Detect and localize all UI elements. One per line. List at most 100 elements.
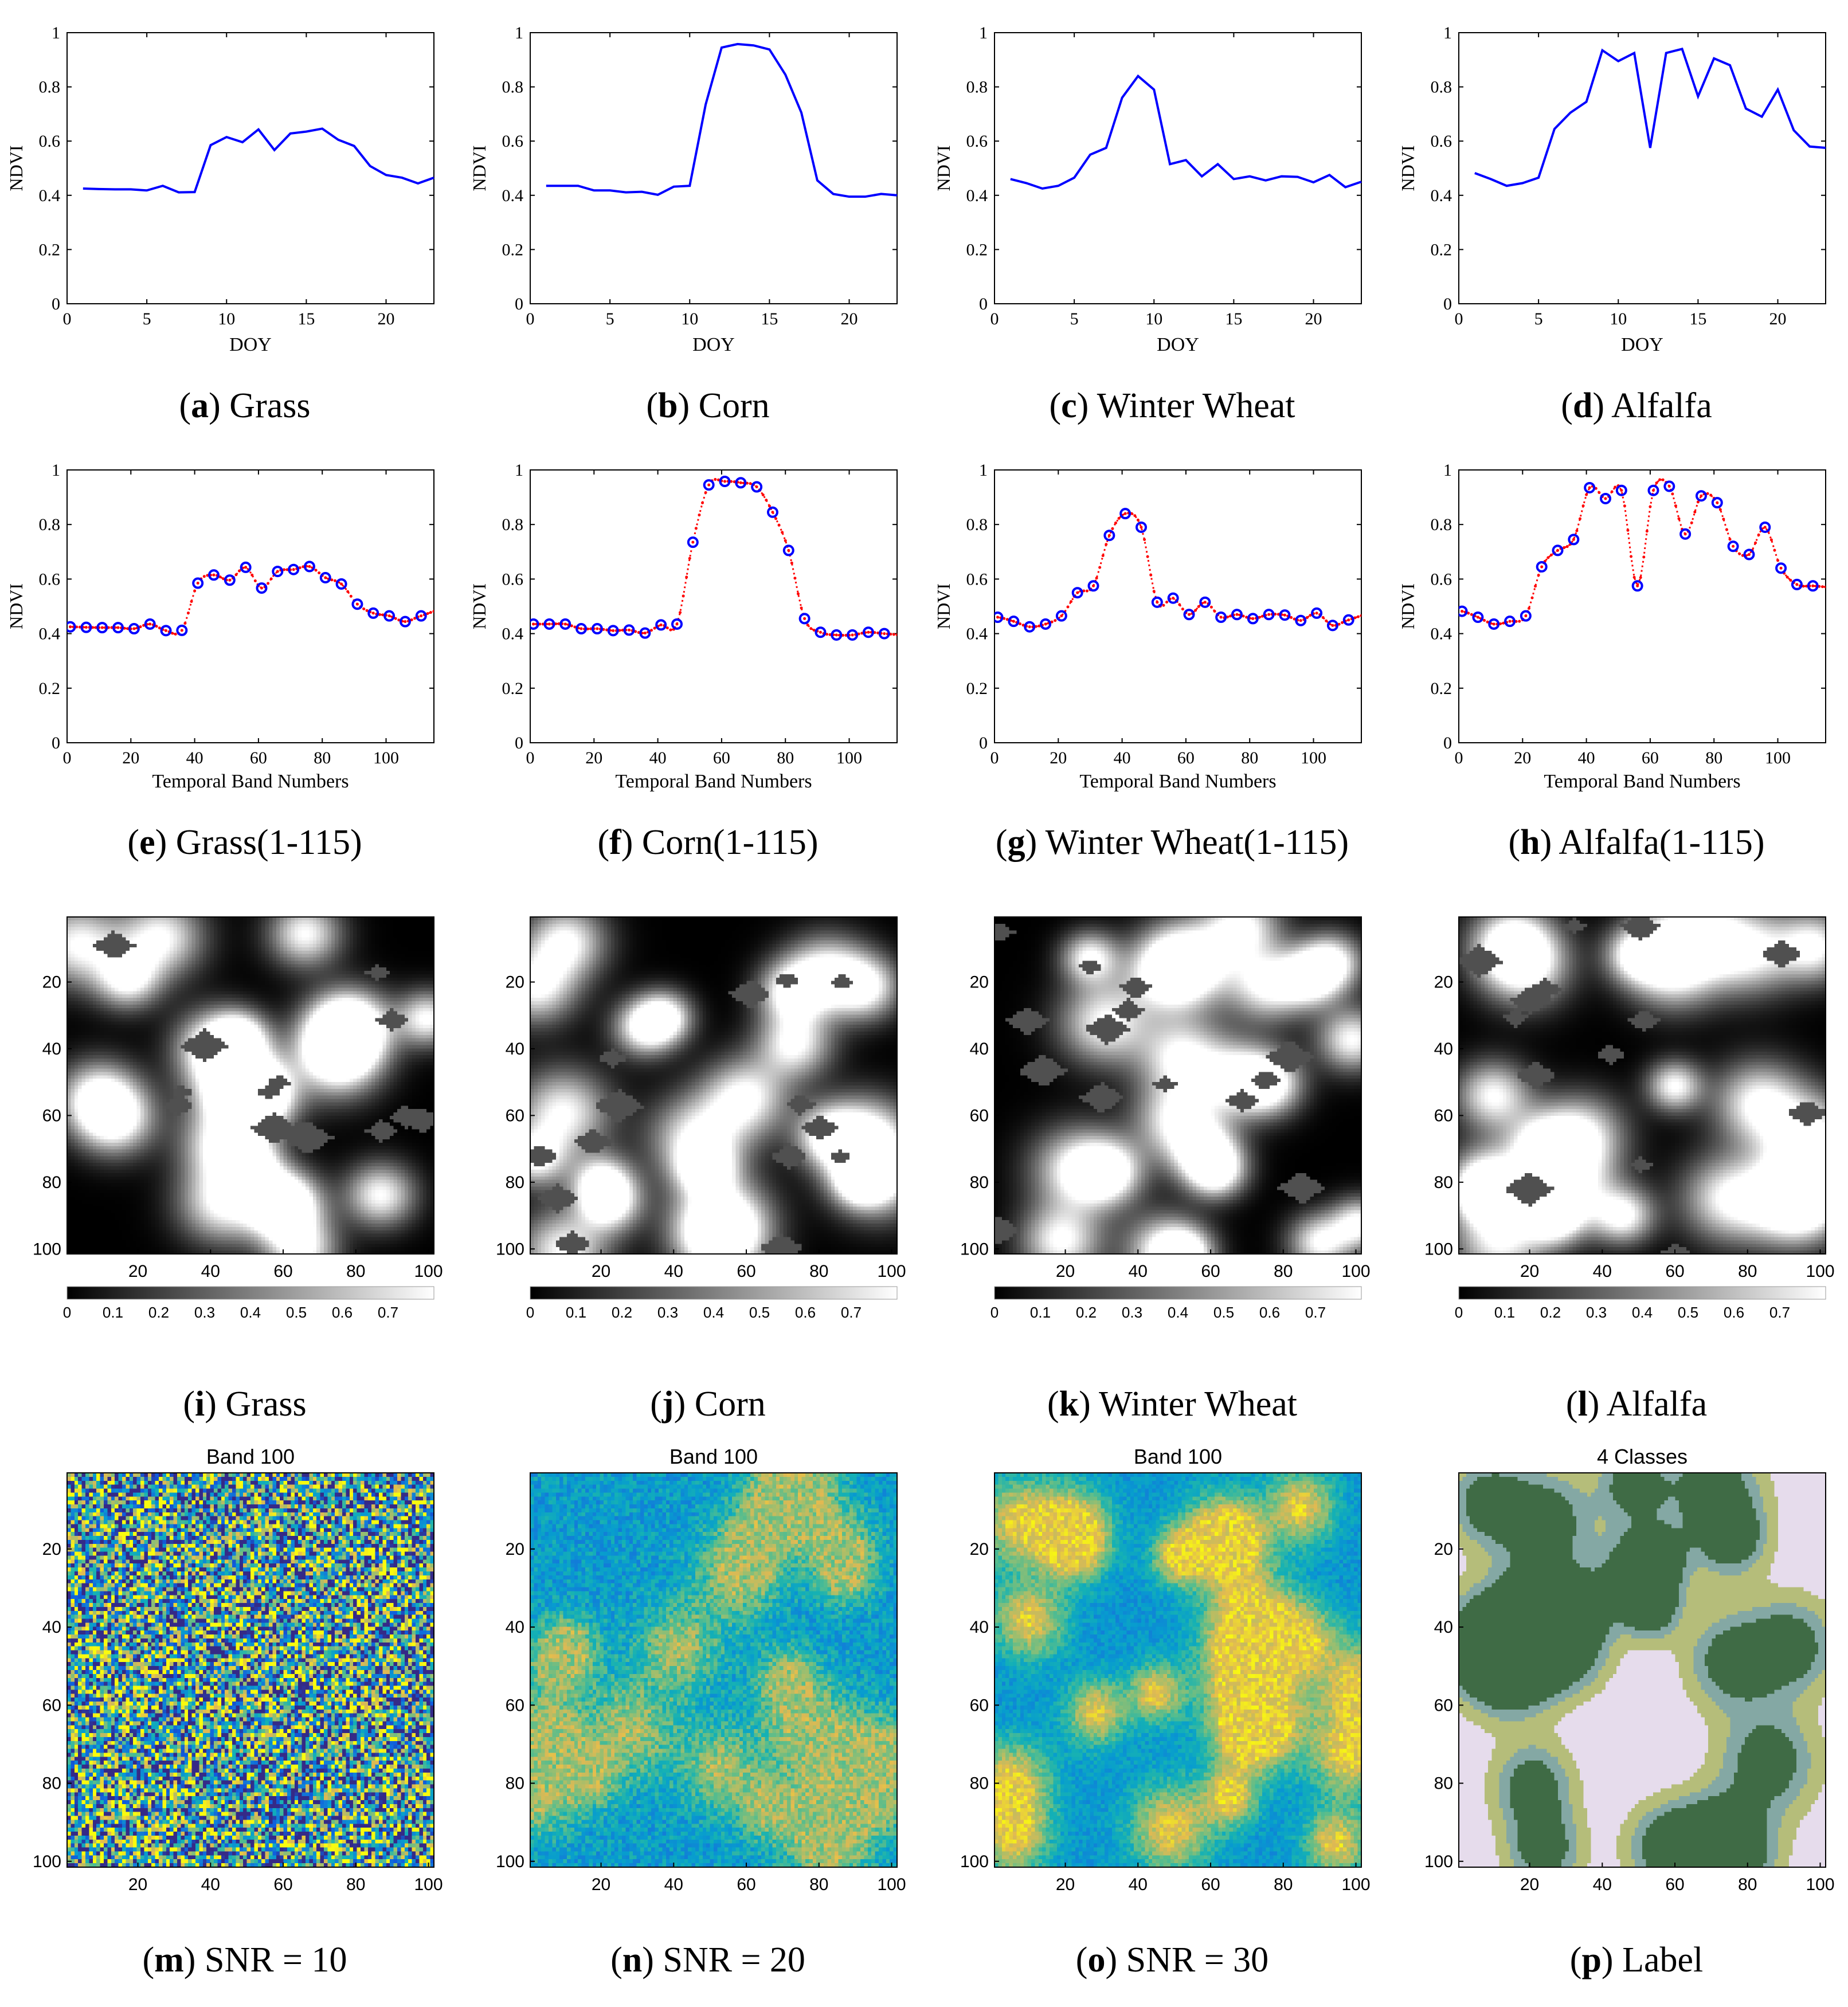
panel-g-interp-point	[1181, 607, 1184, 611]
panel-d-ytick-label: 0.2	[1431, 240, 1452, 259]
panel-o-xtick-label: 80	[1274, 1875, 1293, 1894]
panel-l-cbar-tick-label: 0.2	[1540, 1304, 1561, 1321]
panel-g-interp-point	[1290, 616, 1293, 619]
panel-j-cbar-tick-label: 0.7	[841, 1304, 862, 1321]
panel-h-interp-point	[1530, 596, 1534, 599]
panel-p-title: 4 Classes	[1597, 1445, 1688, 1468]
panel-h-interp-point	[1598, 491, 1601, 495]
panel-a-xtick-label: 5	[143, 309, 151, 328]
panel-a-ytick-label: 0.6	[39, 132, 61, 151]
panel-j-cbar-tick-label: 0.3	[657, 1304, 678, 1321]
panel-e-sample-marker	[367, 607, 379, 619]
panel-e-ytick-label: 1	[52, 461, 60, 480]
panel-e-interp-point	[234, 573, 238, 577]
panel-g-interp-point	[1146, 555, 1149, 558]
panel-o-caption-close: )	[1105, 1941, 1126, 1979]
panel-h-xtick-label: 60	[1642, 748, 1659, 767]
panel-h-sample-marker	[1568, 534, 1580, 546]
panel-d-caption-close: )	[1592, 386, 1611, 425]
panel-e-interp-point	[324, 576, 327, 579]
panel-f-interp-point	[784, 539, 787, 542]
panel-e-interp-point	[276, 570, 279, 573]
panel-h-interp-point	[1779, 566, 1783, 570]
panel-e-interp-point	[340, 582, 343, 586]
panel-g-interp-point	[1353, 616, 1357, 620]
panel-e-interp-point	[238, 569, 241, 573]
panel-k-cbar-tick-label: 0.2	[1076, 1304, 1097, 1321]
panel-h-interp-point	[1738, 552, 1741, 555]
panel-o-xtick-label: 60	[1201, 1875, 1220, 1894]
panel-b-caption-close: )	[678, 386, 698, 425]
panel-h-interp-point	[1690, 521, 1693, 524]
panel-h-interp-point	[1563, 546, 1566, 550]
panel-f-sample-marker	[575, 623, 588, 635]
panel-e-interp-point	[308, 565, 311, 569]
panel-c-ytick-label: 0.6	[966, 132, 988, 151]
panel-e-xtick-label: 0	[63, 748, 72, 767]
panel-h-interp-point	[1722, 518, 1725, 521]
panel-d-xtick-label: 20	[1769, 309, 1787, 328]
panel-h-interp-point	[1614, 485, 1617, 489]
panel-i-cbar-tick-label: 0	[63, 1304, 71, 1321]
panel-e-caption-open: (	[127, 823, 139, 862]
panel-o-xtick-label: 100	[1341, 1875, 1370, 1894]
panel-f-ytick-label: 0.2	[502, 679, 524, 698]
panel-j-cbar-tick-label: 0.4	[703, 1304, 724, 1321]
panel-h-interp-point	[1696, 500, 1700, 504]
panel-g-interp-point	[1114, 521, 1117, 524]
panel-e-interp-point	[190, 600, 193, 603]
panel-d-series-line	[1474, 47, 1826, 187]
panel-h-axes-box	[1458, 469, 1826, 743]
panel-g-interp-point	[1356, 615, 1360, 618]
panel-g-sample-marker	[1008, 616, 1020, 628]
panel-f-interp-point	[781, 531, 784, 534]
panel-g-sample-marker	[1199, 596, 1211, 608]
panel-f-axes-box	[530, 469, 898, 743]
panel-i-xtick-label: 40	[201, 1262, 220, 1281]
panel-h-plot-area	[1459, 478, 1826, 630]
panel-b-ytick-label: 0.8	[502, 78, 524, 97]
panel-e-sample-marker	[335, 578, 347, 590]
panel-c-xtick-label: 10	[1145, 309, 1162, 328]
panel-h-interp-point	[1556, 548, 1560, 552]
panel-p-ytick-label: 40	[1434, 1618, 1453, 1637]
panel-g-interp-point	[1060, 614, 1063, 618]
panel-e-interp-point	[318, 571, 321, 575]
panel-l-caption-close: )	[1588, 1385, 1607, 1424]
panel-g-interp-point	[1092, 584, 1095, 587]
panel-h-interp-point	[1492, 622, 1495, 626]
panel-f-interp-point	[787, 548, 790, 552]
panel-g-interp-point	[1140, 526, 1143, 529]
panel-f-sample-marker	[798, 613, 811, 625]
panel-h-xtick-label: 0	[1455, 748, 1463, 767]
panel-f-interp-point	[570, 624, 573, 628]
panel-i-cbar-tick-label: 0.6	[332, 1304, 353, 1321]
panel-i-caption-close: )	[205, 1385, 225, 1424]
panel-b-series-line	[546, 42, 898, 198]
panel-a-xlabel: DOY	[229, 334, 272, 355]
panel-l-cbar-tick-label: 0.5	[1678, 1304, 1698, 1321]
panel-g-interp-point	[1012, 620, 1015, 623]
panel-p-ytick-label: 20	[1434, 1540, 1453, 1559]
panel-i-heatmap	[67, 917, 434, 1254]
panel-e-interp-point	[155, 625, 158, 628]
panel-e-interp-point	[202, 575, 206, 578]
panel-f-interp-point	[796, 592, 800, 595]
panel-g-interp-point	[1305, 616, 1309, 620]
panel-k-caption: (k) Winter Wheat	[1047, 1385, 1297, 1424]
panel-e-interp-point	[432, 610, 434, 613]
panel-f-ytick-label: 0	[515, 734, 523, 752]
panel-h-interp-point	[1537, 574, 1540, 577]
panel-f-ytick-label: 0.6	[502, 570, 524, 589]
panel-g-xtick-label: 60	[1177, 748, 1195, 767]
panel-f-interp-point	[895, 633, 897, 637]
panel-h-interp-point	[1483, 618, 1486, 622]
panel-g-interp-point	[1076, 591, 1079, 594]
panel-e-interp-point	[371, 611, 375, 615]
panel-f-sample-marker	[671, 618, 683, 630]
panel-l-caption-name: Alfalfa	[1607, 1385, 1708, 1424]
panel-e-interp-point	[267, 582, 270, 585]
panel-g-sample-marker	[1136, 521, 1147, 533]
panel-e-xtick-label: 80	[314, 748, 331, 767]
panel-e-interp-point	[171, 632, 174, 635]
